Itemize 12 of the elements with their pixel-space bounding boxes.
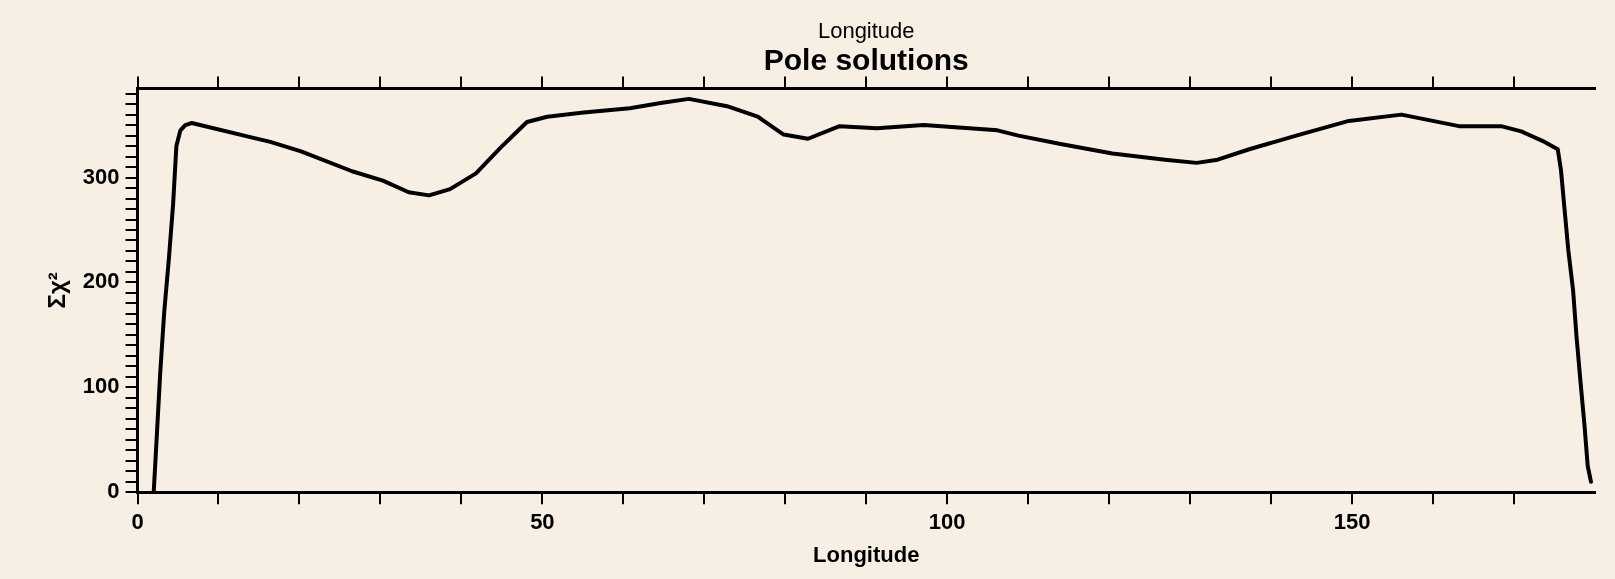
x2-axis-title: Longitude: [817, 18, 915, 43]
y-tick-label: 200: [82, 268, 120, 294]
x-tick-label: 50: [530, 509, 555, 535]
chart-title: Pole solutions: [763, 43, 969, 76]
x-tick-label: 0: [131, 509, 144, 535]
x-tick-label: 150: [1333, 509, 1371, 535]
y-tick-label: 100: [82, 373, 120, 399]
x-axis-title: Longitude: [813, 541, 920, 567]
x-tick-label: 100: [928, 509, 966, 535]
y-tick-label: 0: [107, 478, 120, 504]
y-axis-title: Σχ²: [43, 272, 71, 309]
y-tick-label: 300: [82, 163, 120, 189]
